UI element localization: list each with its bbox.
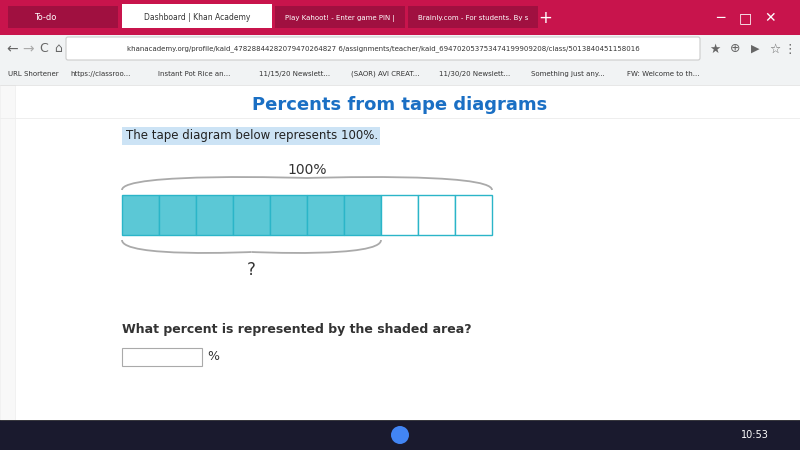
Text: Instant Pot Rice an...: Instant Pot Rice an... [158, 71, 230, 77]
Text: 100%: 100% [287, 163, 326, 177]
Text: ─: ─ [716, 11, 724, 25]
Bar [381, 195, 418, 235]
Bar [0, 0, 800, 35]
Circle shape [391, 426, 409, 444]
Text: Something just any...: Something just any... [530, 71, 604, 77]
Text: ▶: ▶ [750, 44, 759, 54]
Bar [275, 6, 405, 28]
Text: Dashboard | Khan Academy: Dashboard | Khan Academy [144, 13, 250, 22]
Bar [0, 420, 800, 450]
Text: 11/15/20 Newslett...: 11/15/20 Newslett... [258, 71, 330, 77]
Text: https://classroo...: https://classroo... [70, 71, 131, 77]
Text: What percent is represented by the shaded area?: What percent is represented by the shade… [122, 324, 472, 337]
Text: %: % [207, 351, 219, 364]
Text: →: → [22, 42, 34, 56]
Text: Brainly.com - For students. By s: Brainly.com - For students. By s [418, 15, 528, 21]
Bar [418, 195, 455, 235]
Text: FW: Welcome to th...: FW: Welcome to th... [627, 71, 699, 77]
Bar [270, 195, 307, 235]
Text: 11/30/20 Newslett...: 11/30/20 Newslett... [438, 71, 510, 77]
Text: ⌂: ⌂ [54, 42, 62, 55]
Text: The tape diagram below represents 100%.: The tape diagram below represents 100%. [126, 130, 378, 143]
Text: ⊕: ⊕ [730, 42, 740, 55]
Bar [122, 127, 380, 145]
Bar [307, 195, 344, 235]
Text: khanacademy.org/profile/kaid_47828844282079470264827 6/assignments/teacher/kaid_: khanacademy.org/profile/kaid_47828844282… [126, 45, 639, 52]
Text: □: □ [738, 11, 751, 25]
Bar [0, 85, 800, 450]
Bar [0, 63, 800, 85]
Text: Percents from tape diagrams: Percents from tape diagrams [252, 96, 548, 114]
Bar [408, 6, 538, 28]
Text: URL Shortener: URL Shortener [8, 71, 58, 77]
Bar [344, 195, 381, 235]
Bar [159, 195, 196, 235]
FancyBboxPatch shape [66, 37, 700, 60]
Text: ✕: ✕ [764, 11, 776, 25]
Text: ←: ← [6, 42, 18, 56]
Bar [0, 85, 15, 420]
Text: 10:53: 10:53 [741, 430, 769, 440]
Text: ☆: ☆ [770, 42, 781, 55]
Bar [122, 348, 202, 366]
Bar [196, 195, 233, 235]
Bar [122, 4, 272, 28]
Text: To-do: To-do [34, 14, 56, 22]
Bar [0, 35, 800, 63]
Text: +: + [538, 9, 552, 27]
Text: Play Kahoot! - Enter game PIN |: Play Kahoot! - Enter game PIN | [285, 14, 395, 22]
Bar [455, 195, 492, 235]
Bar [122, 195, 159, 235]
Bar [8, 6, 118, 28]
Bar [233, 195, 270, 235]
Text: ★: ★ [710, 42, 721, 55]
Text: C: C [40, 42, 48, 55]
Text: ⋮: ⋮ [784, 42, 796, 55]
Text: ?: ? [247, 261, 256, 279]
Text: (SAOR) AVI CREAT...: (SAOR) AVI CREAT... [350, 71, 419, 77]
